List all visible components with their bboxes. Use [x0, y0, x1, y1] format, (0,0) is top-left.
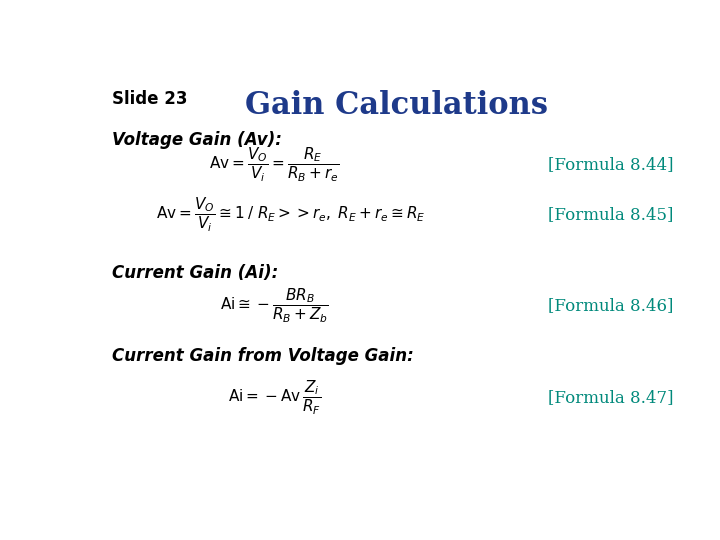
- Text: Slide 23: Slide 23: [112, 90, 188, 108]
- Text: [Formula 8.47]: [Formula 8.47]: [547, 389, 673, 406]
- Text: Current Gain (Ai):: Current Gain (Ai):: [112, 264, 279, 282]
- Text: Gain Calculations: Gain Calculations: [246, 90, 549, 121]
- Text: $\mathrm{Av} = \dfrac{V_O}{V_i} \cong 1 \;/\; R_E >> r_e,\; R_E + r_e \cong R_E$: $\mathrm{Av} = \dfrac{V_O}{V_i} \cong 1 …: [156, 195, 426, 234]
- Text: $\mathrm{Ai} = -\mathrm{Av}\,\dfrac{Z_i}{R_F}$: $\mathrm{Ai} = -\mathrm{Av}\,\dfrac{Z_i}…: [228, 379, 320, 416]
- Text: Current Gain from Voltage Gain:: Current Gain from Voltage Gain:: [112, 347, 414, 365]
- Text: $\mathrm{Ai} \cong -\dfrac{B R_B}{R_B + Z_b}$: $\mathrm{Ai} \cong -\dfrac{B R_B}{R_B + …: [220, 287, 328, 325]
- Text: [Formula 8.46]: [Formula 8.46]: [547, 298, 673, 314]
- Text: [Formula 8.45]: [Formula 8.45]: [547, 206, 673, 223]
- Text: $\mathrm{Av} = \dfrac{V_O}{V_i} = \dfrac{R_E}{R_B + r_e}$: $\mathrm{Av} = \dfrac{V_O}{V_i} = \dfrac…: [209, 145, 339, 184]
- Text: [Formula 8.44]: [Formula 8.44]: [547, 156, 673, 173]
- Text: Voltage Gain (Av):: Voltage Gain (Av):: [112, 131, 282, 149]
